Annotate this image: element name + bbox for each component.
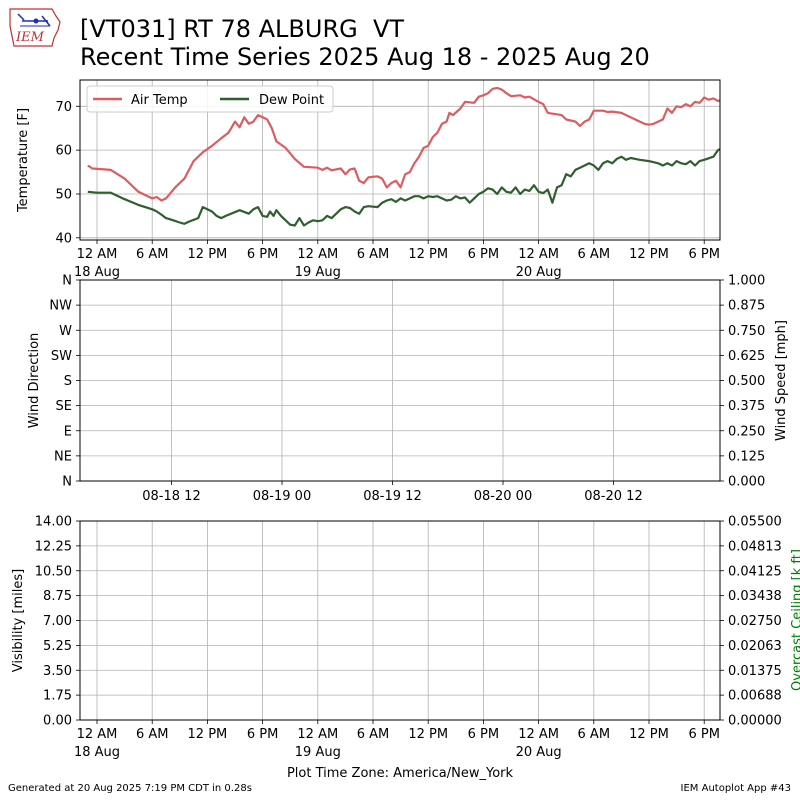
temp-xtick-label: 12 PM (629, 247, 669, 262)
temp-ylabel: Temperature [F] (16, 108, 31, 213)
generated-footer: Generated at 20 Aug 2025 7:19 PM CDT in … (8, 783, 252, 794)
legend-box (86, 85, 334, 113)
ceiling-y2tick-label: 0.05500 (728, 515, 782, 530)
series-line-dew-point (87, 147, 720, 227)
temp-xtick-label: 6 PM (688, 247, 719, 262)
temp-xtick-label: 6 PM (468, 247, 499, 262)
wind-plot-frame (79, 279, 721, 482)
wind-y2tick-label: 0.750 (728, 324, 765, 339)
wind-y2tick-label: 0.000 (728, 475, 765, 490)
vis-ylabel: Visibility [miles] (11, 569, 26, 672)
vis-plot-frame (79, 520, 721, 721)
wind-y2tick-label: 0.250 (728, 424, 765, 439)
vis-ytick-label: 14.00 (35, 515, 72, 530)
ceiling-y2tick-label: 0.00688 (728, 689, 782, 704)
temp-xtick-label: 6 AM (357, 247, 390, 262)
ceiling-y2tick-label: 0.02750 (728, 614, 782, 629)
temp-xtick-label: 12 AM (518, 247, 559, 262)
wind-y2tick-label: 0.625 (728, 349, 765, 364)
wind-ytick-label: N (62, 475, 72, 490)
wind-ytick-label: NE (54, 449, 72, 464)
vis-xtick-sublabel: 19 Aug (295, 745, 341, 760)
wind-ytick-label: SE (56, 399, 72, 414)
temp-plot-frame (79, 79, 721, 241)
legend-label-dew-point: Dew Point (259, 93, 324, 108)
vis-xtick-label: 6 AM (578, 727, 611, 742)
temp-ytick-label: 40 (55, 231, 72, 246)
temp-xtick-label: 12 PM (188, 247, 228, 262)
vis-xtick-sublabel: 18 Aug (74, 745, 120, 760)
wind-y2tick-label: 0.500 (728, 374, 765, 389)
temp-xtick-label: 12 AM (77, 247, 118, 262)
logo-text: IEM (15, 30, 45, 45)
temp-xtick-sublabel: 18 Aug (74, 265, 120, 280)
wind-ytick-label: SW (51, 349, 72, 364)
vis-xtick-label: 6 PM (247, 727, 278, 742)
temp-xtick-sublabel: 19 Aug (295, 265, 341, 280)
vis-xtick-label: 12 AM (518, 727, 559, 742)
temp-xtick-label: 6 AM (136, 247, 169, 262)
series-line-air-temp (87, 86, 720, 202)
vis-xtick-label: 6 PM (688, 727, 719, 742)
vis-ytick-label: 1.75 (43, 689, 72, 704)
temp-xtick-label: 6 PM (247, 247, 278, 262)
wind-y2label: Wind Speed [mph] (774, 320, 789, 441)
vis-xtick-label: 6 AM (357, 727, 390, 742)
vis-ytick-label: 5.25 (43, 639, 72, 654)
vis-xtick-label: 6 PM (468, 727, 499, 742)
iem-logo: IEM (9, 8, 61, 47)
wind-ytick-label: N (62, 274, 72, 289)
temp-xtick-label: 12 PM (408, 247, 448, 262)
vis-xtick-label: 12 AM (297, 727, 338, 742)
vis-ytick-label: 0.00 (43, 714, 72, 729)
vis-xtick-sublabel: 20 Aug (516, 745, 562, 760)
temp-ytick-label: 70 (55, 100, 72, 115)
wind-y2tick-label: 0.125 (728, 449, 765, 464)
wind-xtick-label: 08-19 12 (363, 489, 421, 504)
ceiling-y2tick-label: 0.03438 (728, 589, 782, 604)
wind-xtick-label: 08-19 00 (253, 489, 311, 504)
wind-y2tick-label: 1.000 (728, 274, 765, 289)
wind-ytick-label: W (59, 324, 72, 339)
ceiling-y2tick-label: 0.04813 (728, 539, 782, 554)
legend: Air Temp Dew Point (86, 85, 334, 113)
app-footer: IEM Autoplot App #43 (680, 783, 791, 794)
ceiling-y2tick-label: 0.02063 (728, 639, 782, 654)
vis-ytick-label: 7.00 (43, 614, 72, 629)
temp-xtick-label: 12 AM (297, 247, 338, 262)
timezone-label: Plot Time Zone: America/New_York (287, 766, 514, 781)
vis-ytick-label: 12.25 (35, 539, 72, 554)
temp-ytick-label: 60 (55, 144, 72, 159)
legend-label-air-temp: Air Temp (131, 93, 188, 108)
wind-xtick-label: 08-20 00 (474, 489, 532, 504)
vis-xtick-label: 6 AM (136, 727, 169, 742)
vis-ytick-label: 8.75 (43, 589, 72, 604)
wind-xtick-label: 08-20 12 (584, 489, 642, 504)
vis-xtick-label: 12 AM (77, 727, 118, 742)
vis-ytick-label: 3.50 (43, 664, 72, 679)
temp-xtick-sublabel: 20 Aug (516, 265, 562, 280)
vis-xtick-label: 12 PM (629, 727, 669, 742)
vis-xtick-label: 12 PM (408, 727, 448, 742)
chart-title-line1: [VT031] RT 78 ALBURG VT (80, 15, 405, 43)
ceiling-y2tick-label: 0.04125 (728, 564, 782, 579)
vis-xtick-label: 12 PM (188, 727, 228, 742)
ceiling-y2tick-label: 0.01375 (728, 664, 782, 679)
wind-y2tick-label: 0.375 (728, 399, 765, 414)
temp-series-group (87, 86, 720, 227)
ceiling-y2tick-label: 0.00000 (728, 714, 782, 729)
wind-ytick-label: S (64, 374, 72, 389)
wind-xtick-label: 08-18 12 (142, 489, 200, 504)
wind-ylabel: Wind Direction (27, 333, 42, 429)
temp-ytick-label: 50 (55, 187, 72, 202)
wind-ytick-label: NW (49, 299, 72, 314)
wind-y2tick-label: 0.875 (728, 299, 765, 314)
vis-ytick-label: 10.50 (35, 564, 72, 579)
chart-title-line2: Recent Time Series 2025 Aug 18 - 2025 Au… (80, 43, 650, 71)
wind-ytick-label: E (64, 424, 72, 439)
temp-xtick-label: 6 AM (578, 247, 611, 262)
ceiling-y2label: Overcast Ceiling [k ft] (790, 549, 800, 691)
